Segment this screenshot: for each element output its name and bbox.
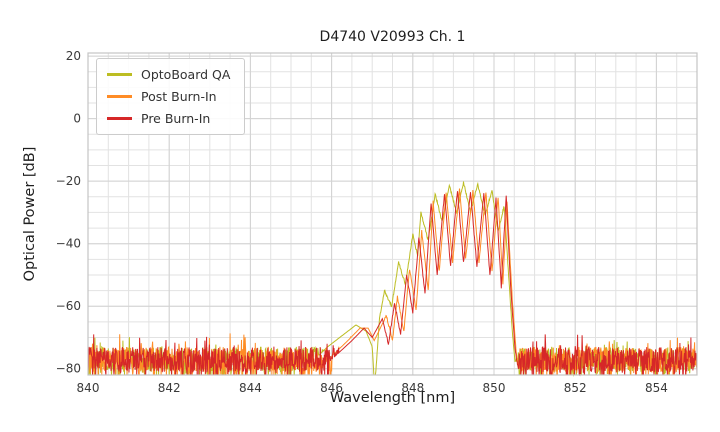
y-tick-label: 20 [66,49,81,63]
plot-border [87,52,698,376]
y-tick-label: −80 [56,362,81,376]
legend-item-optoboard-qa: OptoBoard QA [107,67,230,82]
legend-label: Pre Burn-In [141,111,211,126]
legend-label: Post Burn-In [141,89,217,104]
x-tick-label: 846 [320,381,343,395]
x-tick-label: 852 [564,381,587,395]
x-tick-label: 848 [401,381,424,395]
x-tick-label: 854 [645,381,668,395]
y-tick-label: −60 [56,299,81,313]
x-tick-label: 844 [239,381,262,395]
x-tick-label: 850 [483,381,506,395]
y-axis-label: Optical Power [dB] [22,146,38,282]
legend-label: OptoBoard QA [141,67,231,82]
legend-line-swatch [107,117,132,120]
x-tick-label: 840 [77,381,100,395]
chart-title: D4740 V20993 Ch. 1 [319,29,466,45]
series-line-pre-burn-in [87,191,698,377]
legend-item-post-burn-in: Post Burn-In [107,89,230,104]
legend-line-swatch [107,95,132,98]
legend: OptoBoard QA Post Burn-In Pre Burn-In [96,58,246,135]
y-tick-label: −20 [56,174,81,188]
y-tick-label: −40 [56,237,81,251]
legend-line-swatch [107,73,132,76]
x-axis-label: Wavelength [nm] [329,390,456,406]
legend-item-pre-burn-in: Pre Burn-In [107,111,230,126]
y-tick-label: 0 [73,112,81,126]
x-tick-label: 842 [158,381,181,395]
